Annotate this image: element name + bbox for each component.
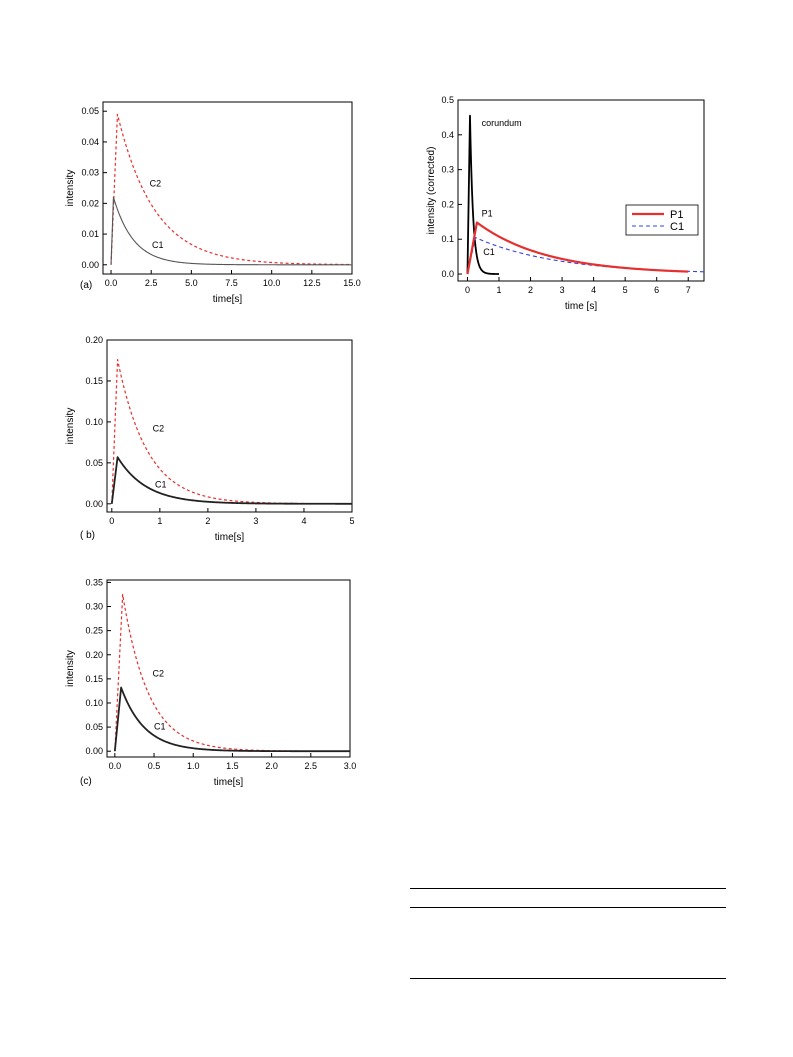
y-tick-label: 0.10 [85,698,103,708]
table-header-rule [410,907,726,908]
y-tick-label: 0.00 [85,499,103,509]
y-tick-label: 0.20 [85,335,103,345]
annotation-c2: C2 [153,424,165,434]
series-c1-line [113,686,351,753]
x-tick-label: 5 [349,516,354,526]
x-tick-label: 2.5 [305,761,318,771]
x-axis-label: time [s] [565,301,597,312]
y-tick-label: 0.15 [85,674,103,684]
x-tick-label: 1 [496,285,501,295]
x-tick-label: 1 [157,516,162,526]
plot-frame [102,101,353,275]
chart-a: 0.0 2.5 5.0 7.5 10.0 12.5 15.0 0.00 0.01 0.02 0.03… [65,101,361,305]
y-tick-label: 0.03 [81,168,99,178]
x-tick-label: 2.0 [265,761,278,771]
plot-frame [457,99,705,282]
y-tick-label: 0.04 [81,137,99,147]
annotation-c2: C2 [150,178,162,188]
x-tick-label: 12.5 [303,278,321,288]
chart-b: 0 1 2 3 4 5 0.00 0.05 0.10 0.15 0.20 time[s] intensi… [65,335,355,543]
x-tick-label: 4 [301,516,306,526]
y-tick-label: 0.5 [441,95,454,105]
y-tick-label: 0.00 [85,746,103,756]
x-tick-label: 0 [465,285,470,295]
panel-label: (a) [80,280,92,291]
y-tick-label: 0.05 [81,106,99,116]
x-tick-label: 3.0 [344,761,357,771]
x-tick-label: 3 [560,285,565,295]
series-c1-line [110,456,353,505]
table-top-rule [410,888,726,889]
x-tick-label: 2.5 [145,278,158,288]
annotation-c1: C1 [154,722,166,732]
x-tick-label: 1.5 [226,761,239,771]
y-tick-label: 0.00 [81,260,99,270]
y-tick-label: 0.02 [81,198,99,208]
x-tick-label: 0.0 [105,278,118,288]
annotation-p1: P1 [482,209,493,219]
x-tick-label: 1.0 [187,761,200,771]
x-tick-label: 7.5 [225,278,238,288]
x-tick-label: 0 [109,516,114,526]
x-tick-label: 15.0 [343,278,361,288]
series-c1-line [110,196,352,266]
chart-d: 0 1 2 3 4 5 6 7 0.0 0.1 0.2 0.3 0.4 0.5 time [s] intens… [426,95,705,312]
annotation-c1: C1 [155,479,167,489]
table-bottom-rule [410,978,726,979]
legend-box [625,204,699,236]
y-axis-label: intensity [65,170,76,207]
y-tick-label: 0.25 [85,626,103,636]
y-tick-label: 0.30 [85,602,103,612]
series-c2-line [114,593,350,752]
x-tick-label: 5 [623,285,628,295]
y-axis-label: intensity [65,650,76,687]
y-tick-label: 0.10 [85,417,103,427]
legend-label-p1: P1 [670,209,683,221]
annotation-corundum: corundum [482,118,522,128]
panel-label: ( b) [80,530,95,541]
x-tick-label: 5.0 [185,278,198,288]
y-tick-label: 0.15 [85,376,103,386]
y-tick-label: 0.01 [81,229,99,239]
y-tick-label: 0.1 [441,234,454,244]
y-tick-label: 0.4 [441,130,454,140]
y-tick-label: 0.3 [441,165,454,175]
series-c1-line [466,236,705,275]
plot-frame [106,339,353,513]
y-tick-label: 0.20 [85,650,103,660]
x-tick-label: 2 [205,516,210,526]
chart-c: 0.0 0.5 1.0 1.5 2.0 2.5 3.0 0.00 0.05 0.10 0.15 0.2… [65,577,357,788]
x-tick-label: 3 [253,516,258,526]
series-p1-line [466,221,689,275]
y-tick-label: 0.35 [85,577,103,587]
annotation-c1: C1 [152,240,164,250]
x-tick-label: 0.0 [109,761,122,771]
x-tick-label: 2 [528,285,533,295]
y-axis-label: intensity [65,408,76,445]
annotation-c2: C2 [152,668,164,678]
series-c2-line [110,113,352,266]
y-axis-label: intensity (corrected) [426,147,437,235]
x-tick-label: 10.0 [263,278,281,288]
plot-frame [106,579,351,758]
x-tick-label: 0.5 [148,761,161,771]
legend-label-c1: C1 [670,221,684,233]
x-axis-label: time[s] [215,532,245,543]
x-axis-label: time[s] [213,294,243,305]
y-tick-label: 0.0 [441,269,454,279]
y-tick-label: 0.05 [85,722,103,732]
y-tick-label: 0.2 [441,199,454,209]
x-axis-label: time[s] [214,777,244,788]
y-tick-label: 0.05 [85,458,103,468]
series-c2-line [111,359,352,505]
panel-label: (c) [80,776,92,787]
x-tick-label: 4 [591,285,596,295]
annotation-c1: C1 [483,247,495,257]
x-tick-label: 7 [686,285,691,295]
x-tick-label: 6 [654,285,659,295]
